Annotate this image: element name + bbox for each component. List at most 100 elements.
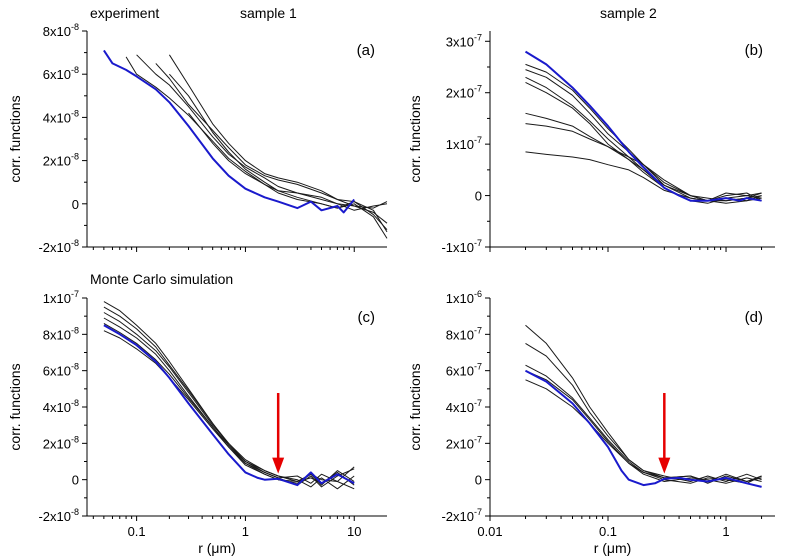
y-tick-base: 2x10 <box>43 436 71 451</box>
y-tick-label: -2x10-8 <box>38 238 79 255</box>
series-line <box>103 306 355 488</box>
y-tick-base: 0 <box>72 197 79 212</box>
panel-label: (b) <box>745 42 763 59</box>
y-tick-exponent: -8 <box>71 65 79 75</box>
y-tick-base: -2x10 <box>38 509 71 524</box>
y-tick-label: 0 <box>72 197 79 212</box>
y-tick-label: 0 <box>72 473 79 488</box>
y-tick-exponent: -7 <box>474 507 482 517</box>
y-tick-label: 4x10-7 <box>446 398 482 415</box>
series-line <box>103 322 355 490</box>
x-tick-label: 10 <box>347 524 361 539</box>
series-line-highlight <box>103 49 355 214</box>
y-tick-label: 8x10-8 <box>43 22 79 39</box>
panel-c: -2x10-802x10-84x10-86x10-88x10-81x10-70.… <box>7 289 387 556</box>
y-tick-exponent: -8 <box>71 22 79 32</box>
y-tick-base: 2x10 <box>43 154 71 169</box>
series-line <box>188 112 388 211</box>
y-tick-base: 0 <box>72 473 79 488</box>
y-tick-base: 6x10 <box>43 67 71 82</box>
y-axis-label: corr. functions <box>7 363 23 450</box>
y-tick-exponent: -7 <box>474 325 482 335</box>
y-tick-base: 0 <box>475 189 482 204</box>
sample1-label: sample 1 <box>240 5 297 21</box>
y-tick-base: 2x10 <box>446 436 474 451</box>
series-line <box>525 69 762 202</box>
series-line <box>525 76 762 204</box>
panel-label: (d) <box>745 309 763 326</box>
y-axis-label: corr. functions <box>407 95 423 182</box>
y-tick-base: 6x10 <box>446 364 474 379</box>
arrow-head <box>658 457 671 474</box>
series-line <box>525 63 762 202</box>
series-line <box>525 364 762 484</box>
y-tick-base: -2x10 <box>38 240 71 255</box>
x-tick-label: 0.01 <box>477 524 502 539</box>
y-tick-label: 2x10-8 <box>43 152 79 169</box>
series-line <box>525 123 762 204</box>
y-tick-label: -1x10-7 <box>441 238 482 255</box>
y-tick-label: 8x10-7 <box>446 325 482 342</box>
y-tick-base: 4x10 <box>446 400 474 415</box>
x-axis-label: r (μm) <box>594 540 632 556</box>
y-tick-label: -2x10-8 <box>38 507 79 524</box>
x-tick-label: 0.1 <box>128 524 146 539</box>
series-line <box>525 81 762 202</box>
y-tick-base: 1x10 <box>43 291 71 306</box>
y-tick-label: 3x10-7 <box>446 32 482 49</box>
series-line <box>103 312 355 486</box>
series-line <box>168 54 388 209</box>
y-tick-label: 2x10-8 <box>43 434 79 451</box>
y-tick-label: 1x10-6 <box>446 289 482 306</box>
panel-label: (a) <box>357 42 375 59</box>
x-tick-label: 1 <box>242 524 249 539</box>
y-tick-exponent: -8 <box>71 108 79 118</box>
y-tick-exponent: -8 <box>71 362 79 372</box>
series-line <box>525 112 762 202</box>
simulation-label: Monte Carlo simulation <box>90 271 233 287</box>
y-tick-exponent: -8 <box>71 434 79 444</box>
y-tick-exponent: -8 <box>71 398 79 408</box>
sample2-label: sample 2 <box>600 5 657 21</box>
series-line <box>103 317 355 482</box>
experiment-label: experiment <box>90 5 159 21</box>
y-tick-exponent: -7 <box>474 398 482 408</box>
x-axis-label: r (μm) <box>198 540 236 556</box>
y-tick-base: 1x10 <box>446 137 474 152</box>
series-line <box>525 342 762 482</box>
y-tick-base: 4x10 <box>43 110 71 125</box>
y-tick-base: 1x10 <box>446 291 474 306</box>
y-tick-exponent: -7 <box>71 289 79 299</box>
y-tick-exponent: -7 <box>474 84 482 94</box>
y-tick-exponent: -7 <box>474 32 482 42</box>
y-tick-exponent: -7 <box>474 434 482 444</box>
y-tick-label: 0 <box>475 473 482 488</box>
y-tick-label: 6x10-8 <box>43 65 79 82</box>
series-line <box>525 370 762 484</box>
y-tick-label: 1x10-7 <box>43 289 79 306</box>
y-tick-base: -1x10 <box>441 240 474 255</box>
series-line <box>155 63 388 233</box>
panel-label: (c) <box>358 309 376 326</box>
y-tick-exponent: -7 <box>474 238 482 248</box>
y-tick-exponent: -7 <box>474 135 482 145</box>
y-tick-base: 2x10 <box>446 86 474 101</box>
series-line <box>103 301 355 486</box>
x-tick-label: 0.1 <box>599 524 617 539</box>
y-tick-base: 8x10 <box>446 327 474 342</box>
series-line-highlight <box>525 369 762 488</box>
series-line <box>103 330 355 490</box>
y-tick-exponent: -8 <box>71 325 79 335</box>
y-tick-base: 4x10 <box>43 400 71 415</box>
series-line <box>525 324 762 482</box>
series-line-highlight <box>103 324 355 487</box>
y-tick-exponent: -7 <box>474 362 482 372</box>
y-tick-exponent: -6 <box>474 289 482 299</box>
y-tick-base: 8x10 <box>43 24 71 39</box>
y-tick-label: 0 <box>475 189 482 204</box>
y-axis-label: corr. functions <box>7 95 23 182</box>
series-line <box>525 151 762 202</box>
series-line <box>125 56 388 239</box>
arrow-head <box>272 457 285 474</box>
